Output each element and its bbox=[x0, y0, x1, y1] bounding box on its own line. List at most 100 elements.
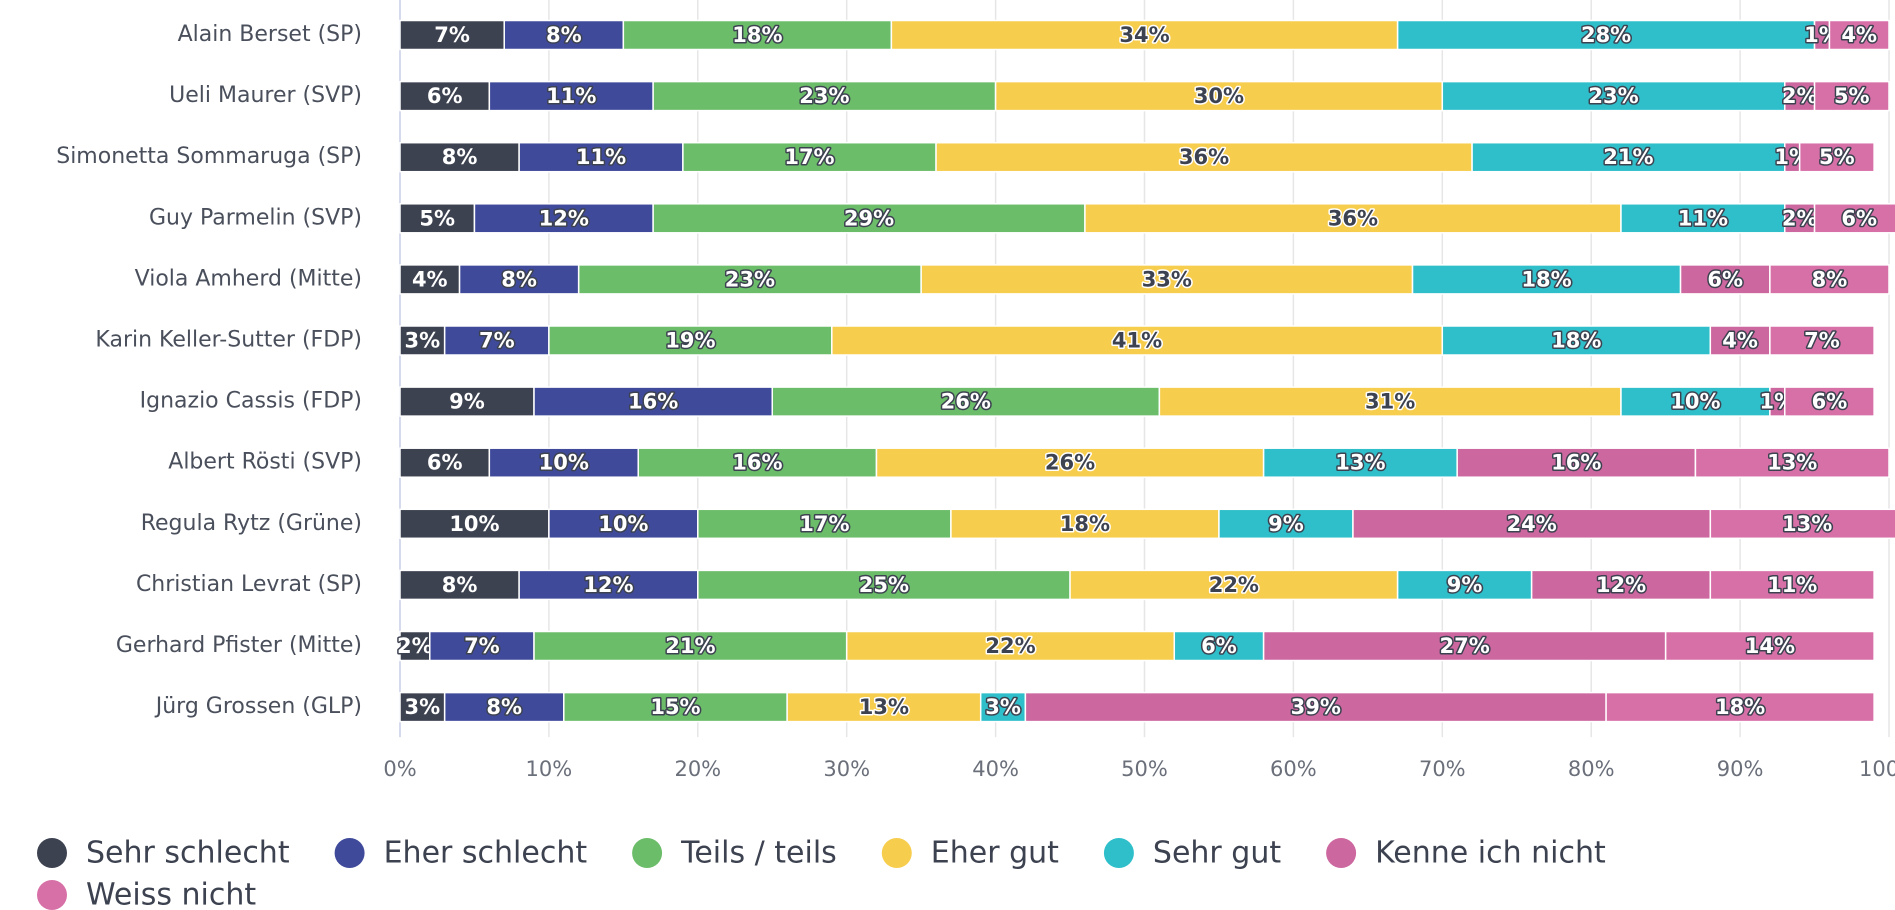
legend-marker bbox=[334, 838, 365, 868]
y-tick-label: Ueli Maurer (SVP) bbox=[169, 83, 362, 108]
value-label: 14% bbox=[1745, 634, 1795, 658]
bar-segment bbox=[1798, 141, 1875, 173]
x-tick-label: 20% bbox=[674, 757, 721, 781]
value-label: 11% bbox=[576, 145, 626, 169]
bar-segment bbox=[1813, 203, 1895, 234]
y-tick-label: Karin Keller-Sutter (FDP) bbox=[95, 328, 362, 353]
value-label: 3% bbox=[405, 695, 441, 719]
value-label: 4% bbox=[412, 267, 448, 291]
bar-segment bbox=[994, 80, 1444, 112]
x-tick-label: 40% bbox=[972, 757, 1019, 781]
value-label: 21% bbox=[1603, 145, 1653, 169]
value-label: 18% bbox=[732, 23, 782, 47]
value-label: 8% bbox=[442, 145, 478, 169]
value-label: 11% bbox=[1767, 573, 1817, 597]
bar-segment bbox=[1679, 264, 1771, 295]
bar-segment bbox=[488, 80, 654, 112]
value-label: 12% bbox=[1596, 573, 1646, 597]
bar-segment bbox=[518, 569, 699, 601]
legend-marker bbox=[1103, 838, 1134, 868]
bar-segment bbox=[682, 141, 937, 173]
bar-segment bbox=[443, 691, 565, 723]
bar-segment bbox=[1024, 691, 1607, 723]
value-label: 17% bbox=[784, 145, 834, 169]
bar-segment bbox=[1709, 508, 1895, 540]
value-label: 8% bbox=[501, 267, 537, 291]
value-label: 12% bbox=[539, 206, 589, 230]
bar-segment bbox=[1709, 569, 1875, 601]
bar-segment bbox=[1262, 447, 1458, 478]
value-label: 18% bbox=[1551, 329, 1601, 353]
value-label: 4% bbox=[1722, 329, 1758, 353]
y-tick-label: Viola Amherd (Mitte) bbox=[135, 266, 362, 291]
bar-segment bbox=[399, 19, 505, 51]
bar-segment bbox=[1828, 19, 1890, 51]
value-label: 36% bbox=[1179, 145, 1229, 169]
bar-segment bbox=[1441, 80, 1786, 112]
value-label: 9% bbox=[1268, 512, 1304, 536]
value-label: 18% bbox=[1060, 512, 1110, 536]
bar-segment bbox=[935, 141, 1473, 173]
value-label: 16% bbox=[1551, 451, 1601, 475]
bar-segment bbox=[1471, 141, 1786, 173]
bar-segment bbox=[1352, 508, 1712, 540]
y-tick-label: Ignazio Cassis (FDP) bbox=[140, 389, 362, 414]
bar-segment bbox=[697, 508, 952, 540]
bar-segment bbox=[1813, 80, 1890, 112]
bar-segment bbox=[1769, 325, 1875, 356]
value-label: 8% bbox=[1812, 267, 1848, 291]
bar-segment bbox=[399, 447, 491, 478]
value-label: 31% bbox=[1365, 390, 1415, 414]
bar-segment bbox=[875, 447, 1265, 478]
bar-segment bbox=[1605, 691, 1875, 723]
legend-marker bbox=[1326, 838, 1357, 868]
value-label: 28% bbox=[1581, 23, 1631, 47]
legend-label: Teils / teils bbox=[680, 836, 837, 871]
y-tick-label: Alain Berset (SP) bbox=[178, 22, 362, 47]
value-label: 24% bbox=[1507, 512, 1557, 536]
value-label: 19% bbox=[665, 329, 715, 353]
value-label: 16% bbox=[628, 390, 678, 414]
bar-segment bbox=[533, 386, 774, 417]
value-label: 41% bbox=[1112, 329, 1162, 353]
value-label: 4% bbox=[1841, 23, 1877, 47]
legend-label: Sehr schlecht bbox=[86, 836, 290, 871]
bar-segment bbox=[399, 325, 446, 356]
value-label: 13% bbox=[1335, 451, 1385, 475]
bar-segment bbox=[399, 569, 520, 601]
value-label: 6% bbox=[1812, 390, 1848, 414]
legend-label: Eher schlecht bbox=[384, 836, 588, 871]
bar-segment bbox=[1084, 203, 1622, 234]
bar-segment bbox=[399, 141, 520, 173]
bar-segment bbox=[458, 264, 580, 295]
y-tick-label: Jürg Grossen (GLP) bbox=[154, 694, 362, 719]
value-label: 12% bbox=[583, 573, 633, 597]
legend-label: Sehr gut bbox=[1153, 836, 1281, 871]
value-label: 8% bbox=[442, 573, 478, 597]
x-tick-label: 90% bbox=[1717, 757, 1764, 781]
value-label: 36% bbox=[1328, 206, 1378, 230]
value-label: 3% bbox=[405, 329, 441, 353]
value-label: 25% bbox=[859, 573, 909, 597]
bar-segment bbox=[1664, 630, 1875, 662]
value-label: 10% bbox=[598, 512, 648, 536]
value-label: 22% bbox=[985, 634, 1035, 658]
bar-segment bbox=[1218, 508, 1354, 540]
bar-segment bbox=[637, 447, 878, 478]
value-label: 23% bbox=[1588, 84, 1638, 108]
value-label: 3% bbox=[985, 695, 1021, 719]
bar-segment bbox=[920, 264, 1414, 295]
y-tick-label: Simonetta Sommaruga (SP) bbox=[56, 144, 362, 169]
value-label: 6% bbox=[427, 451, 463, 475]
bar-segment bbox=[503, 19, 625, 51]
x-tick-label: 80% bbox=[1568, 757, 1615, 781]
value-label: 9% bbox=[1447, 573, 1483, 597]
value-label: 26% bbox=[1045, 451, 1095, 475]
bar-segment bbox=[890, 19, 1399, 51]
value-label: 23% bbox=[725, 267, 775, 291]
value-label: 5% bbox=[1834, 84, 1870, 108]
bar-segment bbox=[1784, 386, 1875, 417]
bar-segment bbox=[1411, 264, 1682, 295]
value-label: 6% bbox=[427, 84, 463, 108]
value-label: 2% bbox=[1782, 206, 1818, 230]
